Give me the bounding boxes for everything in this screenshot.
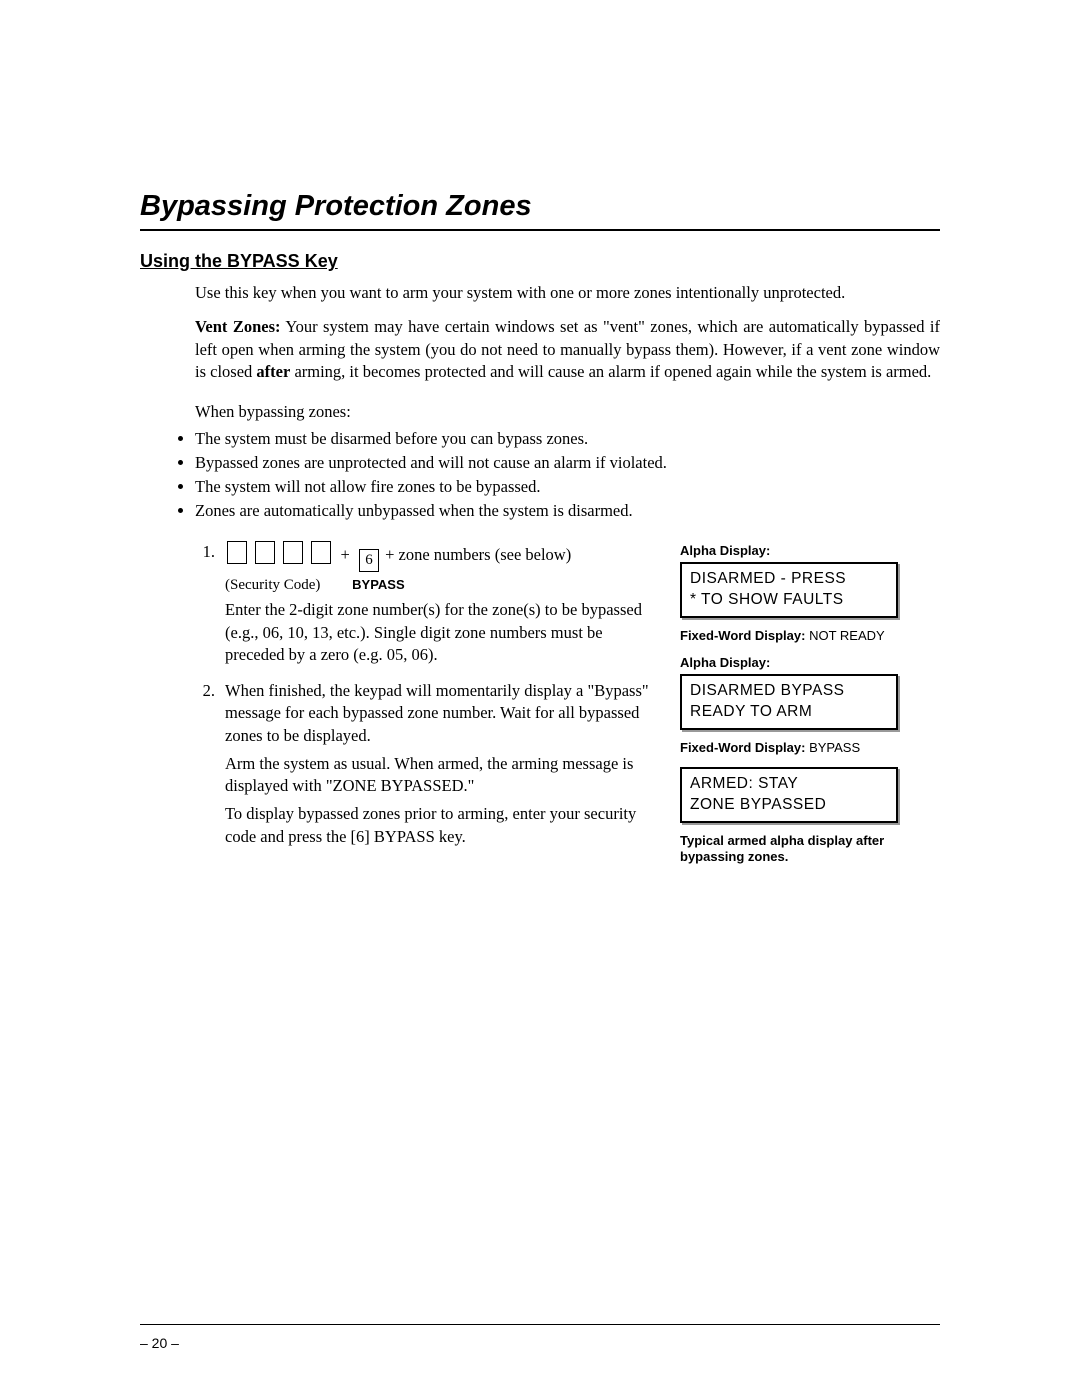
fixed-word-label: Fixed-Word Display: — [680, 628, 805, 643]
fixed-word-value: NOT READY — [805, 628, 884, 643]
lcd-line: ARMED: STAY — [690, 774, 888, 795]
security-code-box — [255, 541, 275, 564]
when-heading: When bypassing zones: — [195, 401, 940, 423]
vent-label: Vent Zones: — [195, 317, 281, 336]
page-number: – 20 – — [140, 1335, 179, 1351]
step-body: + 6 + zone numbers (see below) (Security… — [225, 541, 652, 666]
lcd-line: * TO SHOW FAULTS — [690, 590, 888, 611]
step2-p3: To display bypassed zones prior to armin… — [225, 803, 652, 848]
lcd-display-2: DISARMED BYPASS READY TO ARM — [680, 674, 898, 730]
display-caption: Typical armed alpha display after bypass… — [680, 833, 908, 867]
section-heading: Using the BYPASS Key — [140, 251, 940, 272]
lcd-line: ZONE BYPASSED — [690, 795, 888, 816]
title-rule — [140, 229, 940, 231]
step1-text: Enter the 2-digit zone number(s) for the… — [225, 599, 652, 666]
intro-block: Use this key when you want to arm your s… — [195, 282, 940, 423]
security-code-label: (Security Code) — [225, 577, 320, 593]
plus-sign: + — [341, 545, 350, 564]
bullet-list: The system must be disarmed before you c… — [140, 427, 940, 523]
security-code-box — [227, 541, 247, 564]
step1-sublabels: (Security Code) BYPASS — [225, 575, 652, 595]
step-number: 1. — [195, 541, 215, 666]
vent-text-post: arming, it becomes protected and will ca… — [290, 362, 931, 381]
lcd-line: READY TO ARM — [690, 702, 888, 723]
lcd-line: DISARMED - PRESS — [690, 569, 888, 590]
step2-p1: When finished, the keypad will momentari… — [225, 680, 652, 747]
bullet-item: The system will not allow fire zones to … — [195, 475, 940, 499]
footer-rule — [140, 1324, 940, 1325]
step-number: 2. — [195, 680, 215, 848]
step1-after-key: + zone numbers (see below) — [385, 545, 571, 564]
display-column: Alpha Display: DISARMED - PRESS * TO SHO… — [680, 541, 940, 866]
bypass-label: BYPASS — [352, 577, 405, 592]
alpha-display-label: Alpha Display: — [680, 543, 940, 558]
two-column-area: 1. + 6 + zone numbers (see below) (Secur… — [195, 541, 940, 866]
page: Bypassing Protection Zones Using the BYP… — [0, 0, 1080, 1397]
steps-column: 1. + 6 + zone numbers (see below) (Secur… — [195, 541, 652, 866]
page-title: Bypassing Protection Zones — [140, 190, 940, 223]
bullet-item: Zones are automatically unbypassed when … — [195, 499, 940, 523]
step2-p2: Arm the system as usual. When armed, the… — [225, 753, 652, 798]
security-code-box — [311, 541, 331, 564]
bullet-item: Bypassed zones are unprotected and will … — [195, 451, 940, 475]
fixed-word-2: Fixed-Word Display: BYPASS — [680, 740, 940, 755]
step1-keyrow: + 6 + zone numbers (see below) — [225, 541, 652, 572]
fixed-word-value: BYPASS — [805, 740, 860, 755]
key-6-box: 6 — [359, 549, 379, 572]
security-code-box — [283, 541, 303, 564]
bullet-item: The system must be disarmed before you c… — [195, 427, 940, 451]
fixed-word-label: Fixed-Word Display: — [680, 740, 805, 755]
step-body: When finished, the keypad will momentari… — [225, 680, 652, 848]
step-2: 2. When finished, the keypad will moment… — [195, 680, 652, 848]
lcd-line: DISARMED BYPASS — [690, 681, 888, 702]
vent-after: after — [256, 362, 290, 381]
intro-paragraph: Use this key when you want to arm your s… — [195, 282, 940, 304]
lcd-display-1: DISARMED - PRESS * TO SHOW FAULTS — [680, 562, 898, 618]
alpha-display-label: Alpha Display: — [680, 655, 940, 670]
lcd-display-3: ARMED: STAY ZONE BYPASSED — [680, 767, 898, 823]
step-1: 1. + 6 + zone numbers (see below) (Secur… — [195, 541, 652, 666]
vent-paragraph: Vent Zones: Your system may have certain… — [195, 316, 940, 383]
fixed-word-1: Fixed-Word Display: NOT READY — [680, 628, 940, 643]
